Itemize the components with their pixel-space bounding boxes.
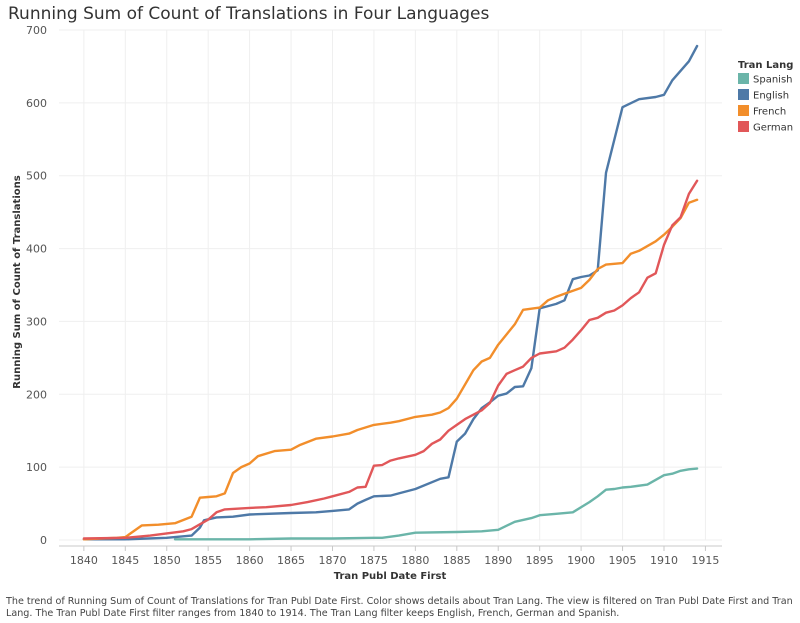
x-tick-label: 1855 — [194, 554, 222, 567]
legend-swatch-french — [738, 105, 749, 116]
x-tick-label: 1895 — [526, 554, 554, 567]
series-line-english[interactable] — [82, 44, 699, 541]
y-tick-label: 300 — [26, 315, 47, 328]
x-tick-label: 1890 — [484, 554, 512, 567]
series-lines — [82, 44, 699, 541]
legend-label-spanish: Spanish — [753, 75, 793, 86]
x-tick-label: 1865 — [277, 554, 305, 567]
legend-swatch-german — [738, 121, 749, 132]
y-tick-label: 500 — [26, 170, 47, 183]
x-tick-label: 1885 — [443, 554, 471, 567]
legend-label-french: French — [753, 107, 786, 118]
x-tick-label: 1915 — [691, 554, 719, 567]
chart-title: Running Sum of Count of Translations in … — [8, 4, 490, 24]
series-line-french[interactable] — [82, 198, 699, 541]
legend-title: Tran Lang — [738, 60, 793, 71]
y-tick-label: 700 — [26, 24, 47, 37]
x-tick-label: 1910 — [650, 554, 678, 567]
y-tick-label: 100 — [26, 461, 47, 474]
y-tick-label: 200 — [26, 388, 47, 401]
x-tick-label: 1850 — [153, 554, 181, 567]
series-line-spanish[interactable] — [173, 467, 699, 541]
series-line-german[interactable] — [82, 179, 699, 540]
gridlines — [59, 29, 722, 541]
legend[interactable]: Tran Lang Spanish English French German — [738, 60, 793, 134]
x-tick-label: 1880 — [401, 554, 429, 567]
x-tick-label: 1870 — [318, 554, 346, 567]
y-axis-title: Running Sum of Count of Translations — [12, 175, 23, 388]
x-tick-label: 1905 — [609, 554, 637, 567]
x-tick-label: 1845 — [111, 554, 139, 567]
x-tick-label: 1860 — [236, 554, 264, 567]
x-axis-title: Tran Publ Date First — [334, 571, 447, 582]
y-tick-label: 0 — [40, 534, 47, 547]
line-chart: 1840 1845 1850 1855 1860 1865 1870 1875 1880 1885… — [12, 24, 793, 582]
chart-caption: The trend of Running Sum of Count of Tra… — [6, 596, 793, 619]
legend-label-english: English — [753, 91, 789, 102]
y-tick-label: 400 — [26, 243, 47, 256]
x-tick-label: 1875 — [360, 554, 388, 567]
legend-swatch-english — [738, 89, 749, 100]
legend-swatch-spanish — [738, 73, 749, 84]
x-tick-label: 1900 — [567, 554, 595, 567]
y-tick-label: 600 — [26, 97, 47, 110]
x-tick-label: 1840 — [70, 554, 98, 567]
axes: 1840 1845 1850 1855 1860 1865 1870 1875 1880 1885… — [26, 24, 722, 567]
legend-label-german: German — [753, 123, 793, 134]
